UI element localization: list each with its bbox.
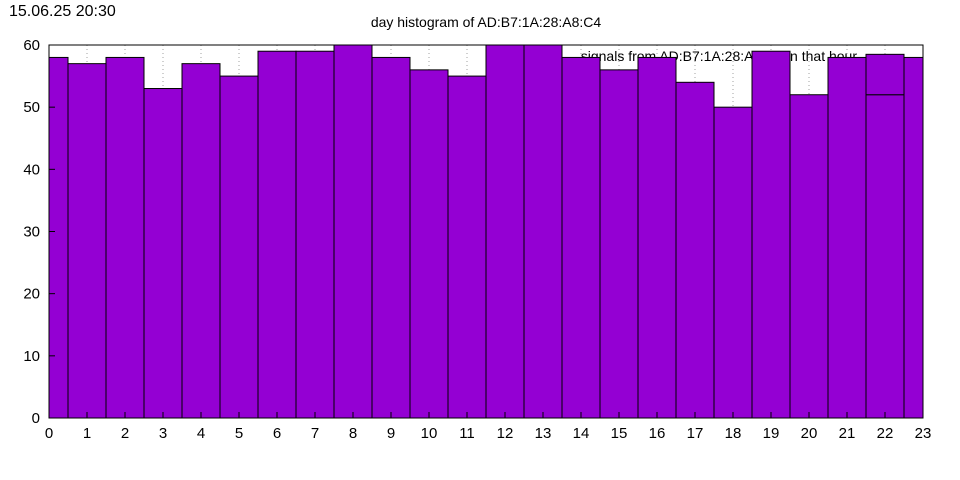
- x-tick-label: 17: [687, 425, 704, 442]
- x-tick-label: 2: [121, 425, 129, 442]
- x-tick-label: 12: [497, 425, 514, 442]
- x-tick-label: 4: [197, 425, 205, 442]
- chart-title: day histogram of AD:B7:1A:28:A8:C4: [371, 14, 602, 30]
- histogram-bar-16: [637, 56, 677, 419]
- histogram-bar-9: [371, 56, 411, 419]
- histogram-bar-13: [523, 44, 563, 419]
- histogram-bar-21: [827, 56, 867, 419]
- histogram-bar-1: [67, 63, 107, 419]
- histogram-bar-2: [105, 56, 145, 419]
- histogram-bar-0: [48, 56, 69, 419]
- x-tick-label: 5: [235, 425, 243, 442]
- chart-timestamp: 15.06.25 20:30: [9, 3, 116, 20]
- x-tick-label: 20: [801, 425, 818, 442]
- histogram-bar-10: [409, 69, 449, 419]
- x-tick-label: 16: [649, 425, 666, 442]
- x-tick-label: 19: [763, 425, 780, 442]
- x-tick-label: 14: [573, 425, 590, 442]
- histogram-bar-15: [599, 69, 639, 419]
- x-tick-label: 1: [83, 425, 91, 442]
- x-tick-label: 22: [877, 425, 894, 442]
- histogram-bar-22: [865, 94, 905, 419]
- y-tick-label: 40: [23, 161, 40, 178]
- histogram-bar-19: [751, 50, 791, 419]
- x-tick-label: 10: [421, 425, 438, 442]
- legend-label: signals from AD:B7:1A:28:A8:C4 in that h…: [581, 48, 858, 64]
- histogram-bar-6: [257, 50, 297, 419]
- histogram-bar-17: [675, 81, 715, 419]
- x-tick-label: 23: [915, 425, 932, 442]
- histogram-bar-4: [181, 63, 221, 419]
- y-tick-label: 30: [23, 224, 40, 241]
- x-tick-label: 7: [311, 425, 319, 442]
- y-tick-label: 10: [23, 348, 40, 365]
- histogram-bar-7: [295, 50, 335, 419]
- histogram-bar-18: [713, 106, 753, 419]
- bars-layer: [48, 44, 924, 419]
- histogram-bar-3: [143, 88, 183, 419]
- x-tick-label: 9: [387, 425, 395, 442]
- x-tick-label: 6: [273, 425, 281, 442]
- x-tick-label: 18: [725, 425, 742, 442]
- x-tick-label: 15: [611, 425, 628, 442]
- histogram-bar-22-overlay: [865, 53, 905, 96]
- x-tick-label: 8: [349, 425, 357, 442]
- histogram-bar-12: [485, 44, 525, 419]
- y-tick-label: 60: [23, 37, 40, 54]
- histogram-bar-11: [447, 75, 487, 419]
- histogram-bar-20: [789, 94, 829, 419]
- x-tick-label: 3: [159, 425, 167, 442]
- y-tick-label: 20: [23, 286, 40, 303]
- x-tick-label: 21: [839, 425, 856, 442]
- histogram-bar-5: [219, 75, 259, 419]
- x-tick-label: 0: [45, 425, 53, 442]
- y-tick-label: 50: [23, 99, 40, 116]
- histogram-bar-14: [561, 56, 601, 419]
- histogram-bar-8: [333, 44, 373, 419]
- x-tick-label: 11: [459, 425, 475, 442]
- y-tick-label: 0: [32, 410, 40, 427]
- x-tick-label: 13: [535, 425, 552, 442]
- histogram-bar-23: [903, 56, 924, 419]
